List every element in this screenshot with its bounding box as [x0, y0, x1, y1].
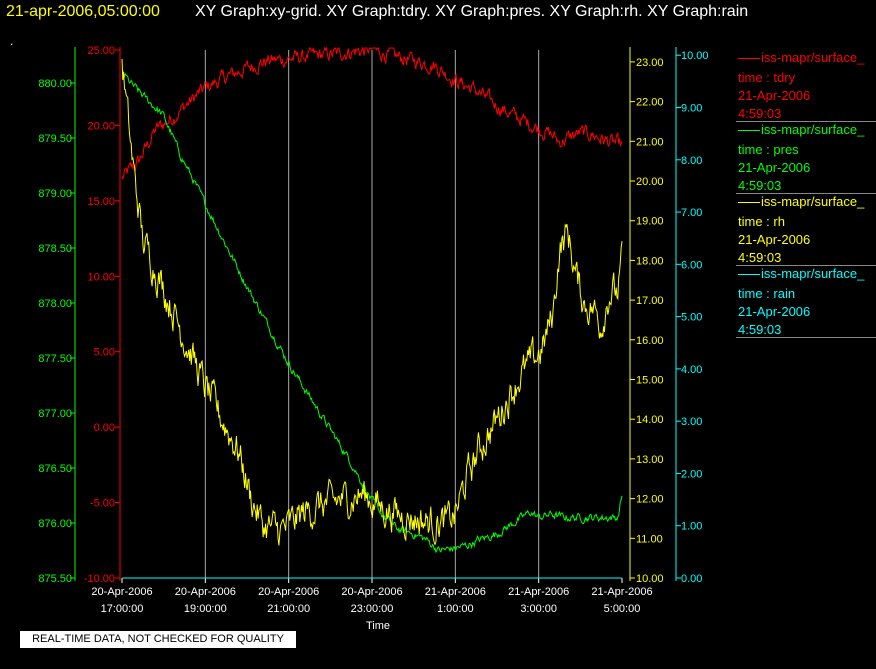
legend-date: 21-Apr-2006: [738, 232, 811, 247]
x-tick-label-time: 17:00:00: [101, 603, 144, 615]
title-graphs: XY Graph:xy-grid. XY Graph:tdry. XY Grap…: [195, 3, 749, 20]
legend-label: time : rh: [738, 214, 785, 229]
x-tick-label-time: 1:00:00: [437, 603, 474, 615]
rh-tick-label: 15.00: [636, 375, 664, 387]
legend-time: 4:59:03: [738, 322, 782, 337]
rain-tick-label: 1.00: [681, 521, 702, 533]
tdry-tick-label: 5.00: [94, 347, 115, 359]
legend-label: time : tdry: [738, 70, 796, 85]
rh-tick-label: 12.00: [636, 494, 664, 506]
legend-line-swatch: [738, 58, 760, 60]
pres-tick-label: 879.00: [38, 188, 72, 200]
pres-tick-label: 876.50: [38, 463, 72, 475]
legend-divider: [736, 121, 876, 122]
series-tdry: [121, 46, 623, 181]
legend-label: time : rain: [738, 286, 796, 301]
rh-tick-label: 20.00: [636, 176, 664, 188]
legend-divider: [736, 337, 876, 338]
tdry-tick-label: 0.00: [94, 422, 115, 434]
pres-tick-label: 879.50: [38, 133, 72, 145]
x-tick-label-time: 23:00:00: [351, 603, 394, 615]
pres-tick-label: 877.00: [38, 408, 72, 420]
x-tick-label-time: 19:00:00: [184, 603, 227, 615]
rh-tick-label: 22.00: [636, 97, 664, 109]
rh-tick-label: 23.00: [636, 57, 664, 69]
title-dot: .: [10, 34, 14, 48]
rain-tick-label: 10.00: [681, 50, 709, 62]
rain-tick-label: 9.00: [681, 103, 702, 115]
rh-tick-label: 18.00: [636, 255, 664, 267]
legend-entry-0: iss-mapr/surface_time : tdry 21-Apr-2006 4…: [736, 50, 876, 122]
x-tick-label-time: 21:00:00: [267, 603, 310, 615]
pres-tick-label: 878.50: [38, 243, 72, 255]
rain-tick-label: 0.00: [681, 573, 702, 585]
rain-tick-label: 8.00: [681, 155, 702, 167]
legend-source: iss-mapr/surface_: [738, 50, 864, 65]
rh-tick-label: 17.00: [636, 295, 664, 307]
rain-tick-label: 5.00: [681, 312, 702, 324]
legend-entry-1: iss-mapr/surface_time : pres 21-Apr-2006 4…: [736, 122, 876, 194]
legend-entry-2: iss-mapr/surface_time : rh 21-Apr-2006 4:5…: [736, 194, 876, 266]
x-tick-label-date: 20-Apr-2006: [258, 586, 319, 598]
pres-tick-label: 880.00: [38, 78, 72, 90]
rh-tick-label: 16.00: [636, 335, 664, 347]
rh-tick-label: 13.00: [636, 454, 664, 466]
x-tick-label-time: 5:00:00: [604, 603, 641, 615]
tdry-tick-label: -10.00: [84, 573, 115, 585]
tdry-tick-label: -5.00: [90, 498, 115, 510]
rain-tick-label: 2.00: [681, 468, 702, 480]
legend-line-swatch: [738, 202, 760, 204]
rh-tick-label: 11.00: [636, 533, 663, 545]
x-tick-label-date: 21-Apr-2006: [591, 586, 652, 598]
rain-tick-label: 4.00: [681, 364, 702, 376]
legend-date: 21-Apr-2006: [738, 88, 811, 103]
legend-date: 21-Apr-2006: [738, 160, 811, 175]
rh-tick-label: 21.00: [636, 136, 664, 148]
legend-time: 4:59:03: [738, 178, 782, 193]
legend-source: iss-mapr/surface_: [738, 194, 864, 209]
x-tick-label-date: 20-Apr-2006: [341, 586, 402, 598]
x-tick-label-date: 21-Apr-2006: [425, 586, 486, 598]
legend-label: time : pres: [738, 142, 799, 157]
legend-time: 4:59:03: [738, 106, 782, 121]
legend-time: 4:59:03: [738, 250, 782, 265]
x-tick-label-time: 3:00:00: [520, 603, 557, 615]
pres-tick-label: 875.50: [38, 573, 72, 585]
rh-tick-label: 14.00: [636, 414, 664, 426]
quality-note: REAL-TIME DATA, NOT CHECKED FOR QUALITY: [20, 631, 296, 648]
rain-tick-label: 6.00: [681, 259, 702, 271]
legend: iss-mapr/surface_ time : tdry 21-Apr-2006 4…: [736, 50, 876, 338]
legend-divider: [736, 193, 876, 194]
pres-tick-label: 877.50: [38, 353, 72, 365]
x-axis-label: Time: [366, 620, 390, 632]
pres-tick-label: 876.00: [38, 518, 72, 530]
rain-tick-label: 7.00: [681, 207, 702, 219]
pres-tick-label: 878.00: [38, 298, 72, 310]
x-tick-label-date: 20-Apr-2006: [91, 586, 152, 598]
title-timestamp: 21-apr-2006,05:00:00: [6, 3, 160, 20]
tdry-tick-label: 20.00: [87, 120, 115, 132]
legend-divider: [736, 265, 876, 266]
rh-tick-label: 19.00: [636, 216, 664, 228]
series-rh: [121, 58, 623, 546]
rh-tick-label: 10.00: [636, 573, 664, 585]
rain-tick-label: 3.00: [681, 416, 702, 428]
x-tick-label-date: 21-Apr-2006: [508, 586, 569, 598]
legend-source: iss-mapr/surface_: [738, 266, 864, 281]
tdry-tick-label: 15.00: [87, 196, 115, 208]
legend-line-swatch: [738, 274, 760, 276]
series-pres: [121, 69, 623, 554]
title-bar: 21-apr-2006,05:00:00 XY Graph:xy-grid. X…: [0, 0, 876, 26]
legend-line-swatch: [738, 130, 760, 132]
tdry-tick-label: 25.00: [87, 45, 115, 57]
x-tick-label-date: 20-Apr-2006: [175, 586, 236, 598]
legend-source: iss-mapr/surface_: [738, 122, 864, 137]
legend-date: 21-Apr-2006: [738, 304, 811, 319]
tdry-tick-label: 10.00: [87, 271, 115, 283]
legend-entry-3: iss-mapr/surface_time : rain 21-Apr-2006 4…: [736, 266, 876, 338]
